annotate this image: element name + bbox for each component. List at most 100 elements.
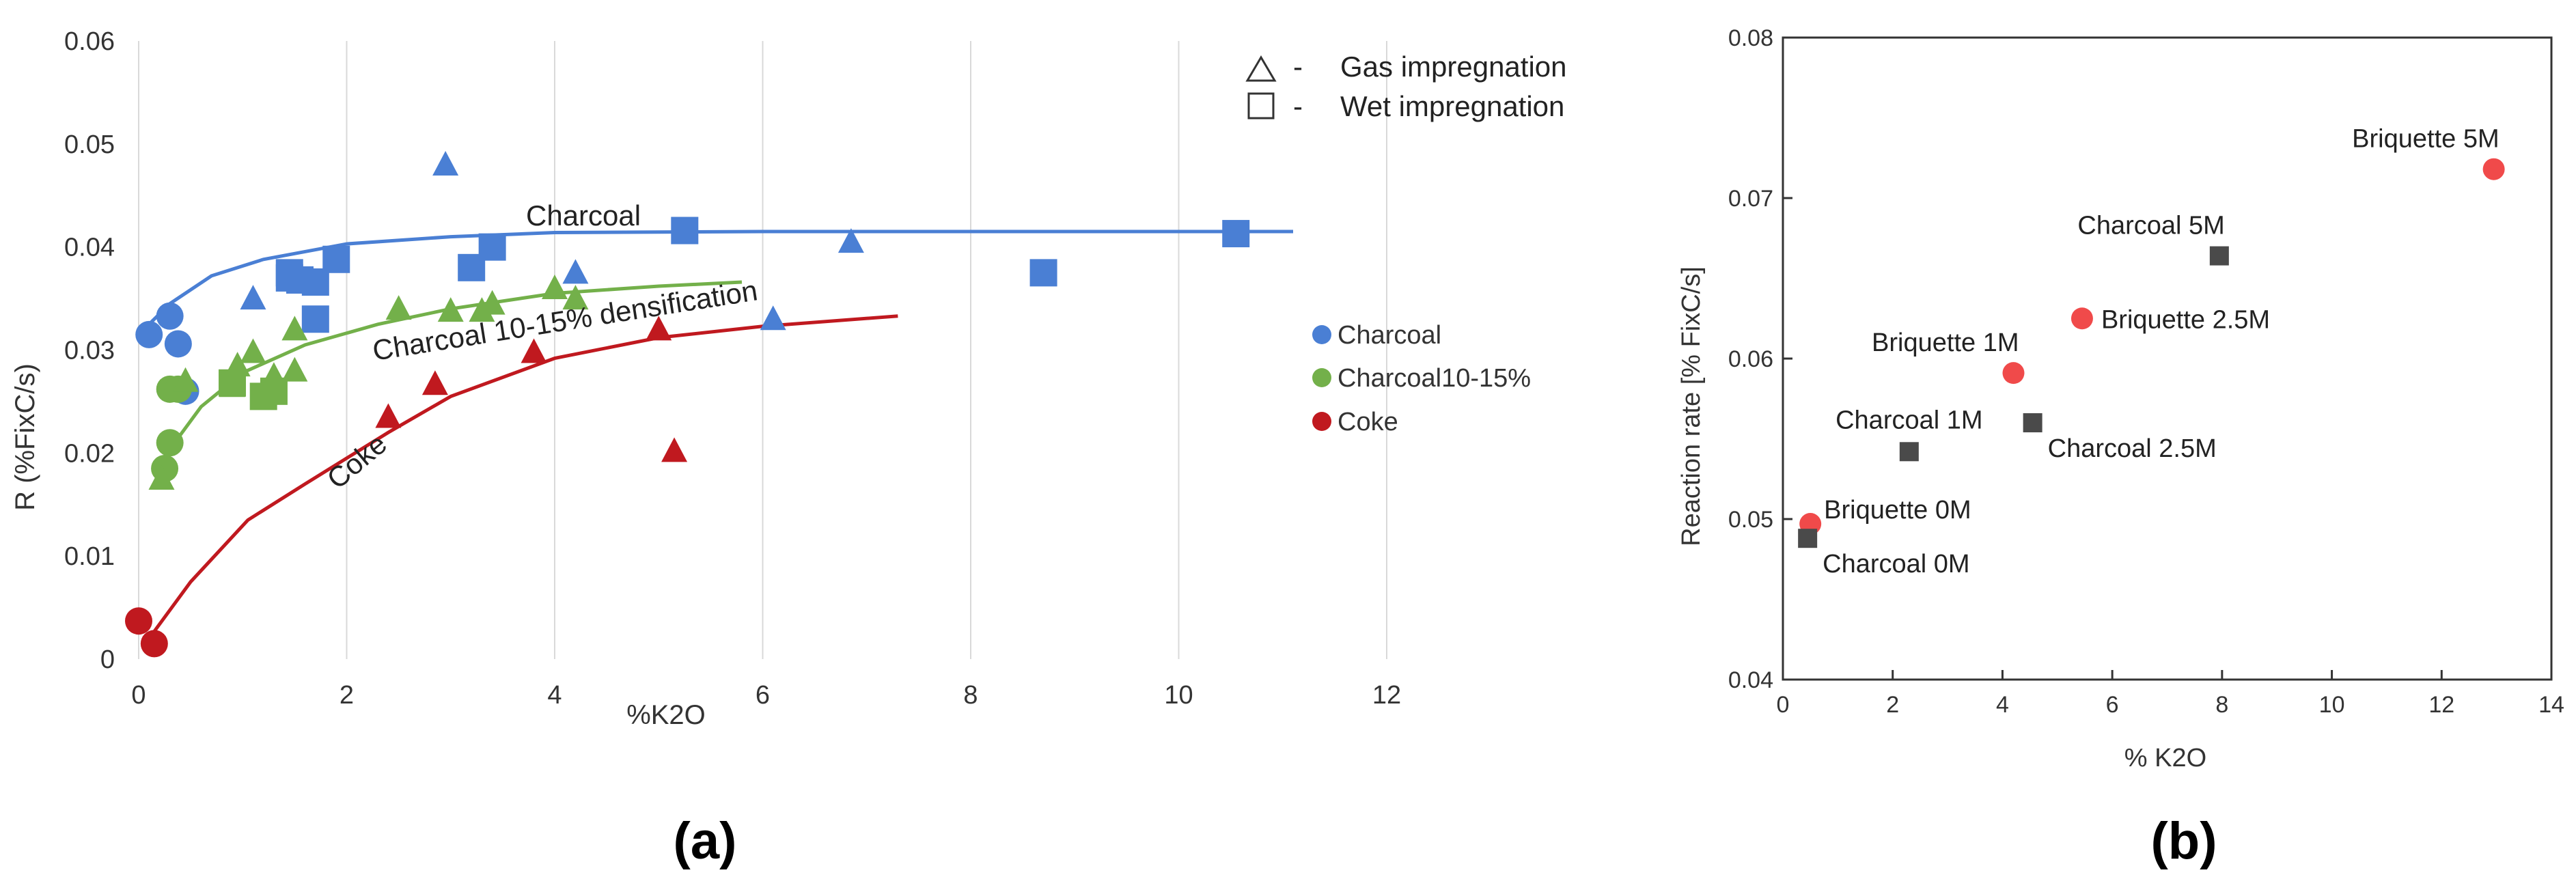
- a-fit-curves: [142, 229, 1293, 640]
- b-point-label: Charcoal 0M: [1823, 550, 1969, 578]
- a-y-ticks: 0 0.01 0.02 0.03 0.04 0.05 0.06: [64, 27, 115, 674]
- marker-legend: - Gas impregnation - Wet impregnation: [1245, 51, 1567, 122]
- b-y-tick-label: 0.07: [1728, 186, 1773, 212]
- b-point-briquette: [2002, 362, 2025, 385]
- point-circle-charcoal: [156, 302, 184, 330]
- point-triangle-charcoal: [760, 305, 786, 331]
- point-triangle-charcoal10-15-: [281, 316, 308, 341]
- point-square-charcoal: [1222, 220, 1250, 248]
- point-triangle-charcoal: [432, 151, 459, 176]
- point-triangle-charcoal10-15-: [562, 285, 589, 310]
- marker-legend-dash: -: [1293, 90, 1303, 122]
- b-y-tick-label: 0.08: [1728, 25, 1773, 51]
- b-x-tick-label: 12: [2428, 692, 2454, 718]
- a-y-tick-label: 0.06: [64, 27, 115, 56]
- curve-label-charcoal-dense: Charcoal 10-15% densification: [370, 274, 760, 367]
- point-triangle-coke: [521, 338, 547, 363]
- fit-curve-charcoal: [142, 229, 1293, 331]
- point-triangle-coke: [421, 370, 448, 395]
- a-y-tick-label: 0.05: [64, 130, 115, 159]
- b-x-tick-label: 14: [2538, 692, 2564, 718]
- legend-charcoal-dense: Charcoal10-15%: [1338, 364, 1531, 393]
- panel-label-a: (a): [674, 812, 737, 870]
- point-circle-coke: [125, 607, 152, 635]
- b-point-briquette: [2482, 158, 2505, 180]
- marker-legend-gas: Gas impregnation: [1340, 51, 1567, 83]
- point-triangle-charcoal10-15-: [148, 465, 175, 490]
- b-point-label: Charcoal 5M: [2077, 212, 2224, 240]
- point-triangle-charcoal: [562, 259, 589, 284]
- b-point-charcoal: [2023, 413, 2042, 432]
- b-point-charcoal: [2209, 246, 2229, 266]
- point-triangle-charcoal10-15-: [479, 290, 505, 315]
- b-y-axis-label: Reaction rate [% FixC/s]: [1677, 266, 1706, 546]
- a-x-tick-label: 10: [1164, 681, 1193, 710]
- b-point-label: Briquette 1M: [1872, 329, 2019, 357]
- point-triangle-charcoal10-15-: [437, 297, 464, 322]
- point-square-charcoal: [301, 305, 329, 333]
- b-x-tick-label: 4: [1996, 692, 2009, 718]
- a-y-tick-label: 0.02: [64, 439, 115, 468]
- a-y-tick-label: 0.04: [64, 234, 115, 262]
- point-triangle-charcoal10-15-: [219, 372, 246, 397]
- point-triangle-charcoal: [240, 285, 266, 310]
- point-triangle-coke: [375, 403, 402, 428]
- marker-legend-wet: Wet impregnation: [1340, 90, 1564, 122]
- a-x-tick-label: 0: [131, 681, 146, 710]
- b-x-tick-label: 0: [1777, 692, 1790, 718]
- legend-charcoal-dense-swatch: [1312, 368, 1331, 387]
- b-x-tick-label: 6: [2106, 692, 2119, 718]
- a-x-tick-label: 12: [1372, 681, 1401, 710]
- b-point-label: Charcoal 1M: [1836, 406, 1982, 434]
- a-x-axis-label: %K2O: [626, 700, 706, 730]
- a-x-tick-label: 6: [756, 681, 770, 710]
- fit-curve-coke: [148, 314, 898, 640]
- b-y-tick-label: 0.04: [1728, 667, 1773, 693]
- point-circle-charcoal: [135, 320, 163, 348]
- b-point-charcoal: [1798, 529, 1818, 548]
- point-square-charcoal: [671, 217, 699, 245]
- series-legend: Charcoal Charcoal10-15% Coke: [1312, 321, 1531, 436]
- curve-label-charcoal: Charcoal: [526, 199, 641, 232]
- triangle-marker-icon: [1245, 55, 1277, 82]
- point-triangle-charcoal10-15-: [224, 352, 251, 377]
- a-y-tick-label: 0.03: [64, 337, 115, 365]
- b-y-tick-label: 0.05: [1728, 507, 1773, 533]
- b-x-ticks: 0 2 4 6 8 10 12 14: [1777, 670, 2564, 718]
- point-triangle-charcoal10-15-: [385, 295, 412, 320]
- point-triangle-charcoal10-15-: [542, 275, 568, 299]
- a-x-ticks: 0 2 4 6 8 10 12: [131, 681, 1401, 710]
- point-square-charcoal: [322, 245, 350, 273]
- point-triangle-charcoal10-15-: [172, 367, 199, 392]
- a-gridlines: [138, 41, 1387, 659]
- a-y-tick-label: 0: [100, 645, 115, 674]
- panel-b: 0.04 0.05 0.06 0.07 0.08 0 2 4 6 8 10 12 14 Briquet…: [1677, 25, 2564, 870]
- b-x-tick-label: 2: [1886, 692, 1899, 718]
- b-point-label: Briquette 2.5M: [2101, 305, 2270, 334]
- point-triangle-charcoal10-15-: [281, 357, 308, 382]
- point-circle-charcoal: [164, 330, 192, 358]
- fit-curve-charcoal10-15-: [158, 280, 743, 464]
- legend-coke: Coke: [1338, 408, 1398, 436]
- point-triangle-coke: [661, 437, 688, 462]
- a-x-tick-label: 8: [963, 681, 978, 710]
- marker-legend-dash: -: [1293, 51, 1303, 83]
- point-circle-coke: [140, 630, 168, 658]
- legend-charcoal: Charcoal: [1338, 321, 1441, 350]
- a-x-tick-label: 4: [547, 681, 562, 710]
- b-x-tick-label: 10: [2319, 692, 2345, 718]
- b-point-briquette: [2071, 307, 2093, 330]
- panel-label-b: (b): [2150, 812, 2217, 870]
- b-x-axis-label: % K2O: [2124, 744, 2206, 772]
- point-triangle-charcoal10-15-: [240, 338, 266, 363]
- square-marker-icon: [1247, 92, 1275, 120]
- point-triangle-coke: [646, 316, 672, 341]
- point-triangle-charcoal10-15-: [469, 297, 495, 322]
- point-triangle-charcoal10-15-: [260, 362, 287, 387]
- a-y-axis-label: R (%FixC/s): [10, 363, 40, 511]
- legend-coke-swatch: [1312, 412, 1331, 431]
- a-data-points: [125, 151, 1250, 658]
- legend-charcoal-swatch: [1312, 325, 1331, 344]
- point-square-charcoal: [1029, 259, 1057, 287]
